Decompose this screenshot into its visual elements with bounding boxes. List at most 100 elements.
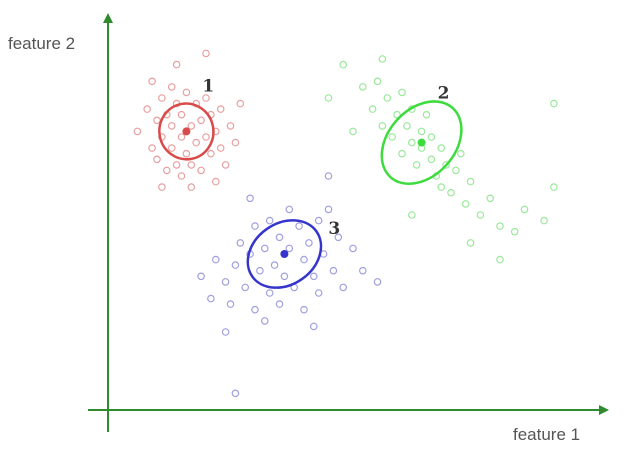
centers-layer [182,127,426,258]
cluster-1-point [153,116,161,125]
cluster-1-point [158,183,166,191]
cluster-2-point [407,211,416,219]
cluster-1-point [177,133,186,141]
cluster-2-point [378,122,387,130]
cluster-3-point [207,294,215,303]
cluster-1-label: 1 [202,76,214,96]
cluster-3-point [212,255,220,264]
cluster-2-point [388,133,397,141]
cluster-3-point [295,222,303,230]
cluster-3-point [329,266,338,275]
cluster-2-point [378,55,387,63]
cluster-3-point [246,194,254,203]
cluster-1-point [197,166,205,175]
cluster-2-point [417,127,426,136]
cluster-1-point [167,122,176,130]
cluster-1-point [192,138,201,147]
cluster-1-point [158,94,166,102]
cluster-3-point [314,289,323,297]
cluster-2-point [407,138,416,147]
cluster-2-point [550,99,558,108]
cluster-2-point [540,216,548,225]
cluster-2-point [447,188,455,197]
cluster-3-point [309,322,318,331]
cluster-1-point [148,144,156,152]
cluster-1-point [153,155,161,164]
cluster-3-point [260,244,269,253]
cluster-1-point [212,177,220,186]
cluster-1-point [187,161,196,169]
cluster-2-point [496,222,504,230]
cluster-1-point [207,149,215,158]
cluster-2-point [550,183,558,191]
cluster-1-point [182,88,191,97]
cluster-1-point [197,116,205,125]
cluster-2-point [324,94,333,102]
cluster-3-point [241,283,250,292]
cluster-3-point [339,283,348,292]
labels-layer: 1 2 3 [202,76,449,239]
x-axis-label: feature 1 [513,425,580,444]
cluster-1-point [187,183,196,191]
cluster-3-point [260,317,269,325]
cluster-2-point [437,144,446,152]
cluster-3-point [300,255,308,264]
cluster-3-point [265,216,274,225]
cluster-2-point [349,127,357,136]
cluster-3-point [373,278,382,286]
cluster-2-point [398,88,406,97]
cluster-3-point [309,272,318,281]
cluster-1-point [172,60,181,69]
cluster-1-point [202,94,210,102]
cluster-3-point [231,261,240,269]
cluster-3-point [358,266,367,275]
cluster-3-point [300,305,308,314]
cluster-3-point [265,289,274,297]
cluster-3-point [197,272,205,281]
cluster-2-point [403,122,411,130]
cluster-1-point [187,122,196,130]
cluster-3-point [285,244,294,253]
cluster-2-point [368,105,377,113]
cluster-3-point [256,266,264,275]
cluster-3-point [251,305,259,314]
cluster-1-point [226,122,235,130]
cluster-1-point [177,172,186,180]
cluster-1-point [143,105,152,113]
cluster-3-point [221,278,230,286]
cluster-1-point [148,77,156,86]
cluster-1-point [133,127,142,136]
cluster-3-point [334,233,343,242]
cluster-3-point [305,239,313,247]
cluster-1-point [167,144,176,152]
cluster-2-point [461,200,470,208]
cluster-2-point [427,133,436,141]
cluster-2-label: 2 [438,84,450,104]
cluster-2-point [442,161,450,169]
cluster-3-point [270,261,279,269]
cluster-3-point [280,272,289,281]
cluster-2-point [412,161,421,169]
cluster-3-point [275,300,284,308]
cluster-2-point [422,110,431,119]
cluster-1-point [163,166,171,175]
cluster-1-center [182,127,191,136]
y-axis-label: feature 2 [8,34,75,53]
cluster-2-point [383,94,392,102]
cluster-1-point [216,144,225,152]
cluster-2-point [466,239,475,247]
cluster-1-point [177,110,186,119]
cluster-1-point [172,161,181,169]
cluster-2-point [398,149,406,158]
cluster-2-point [476,211,485,219]
cluster-2-point [510,227,519,236]
cluster-1-point [202,49,210,58]
cluster-1-point [236,99,245,108]
cluster-1-ellipse [158,102,215,161]
cluster-3-point [314,216,323,225]
cluster-3-point [324,172,333,180]
cluster-1-point [202,133,210,141]
cluster-2-point [339,60,348,69]
cluster-3-point [349,244,357,253]
